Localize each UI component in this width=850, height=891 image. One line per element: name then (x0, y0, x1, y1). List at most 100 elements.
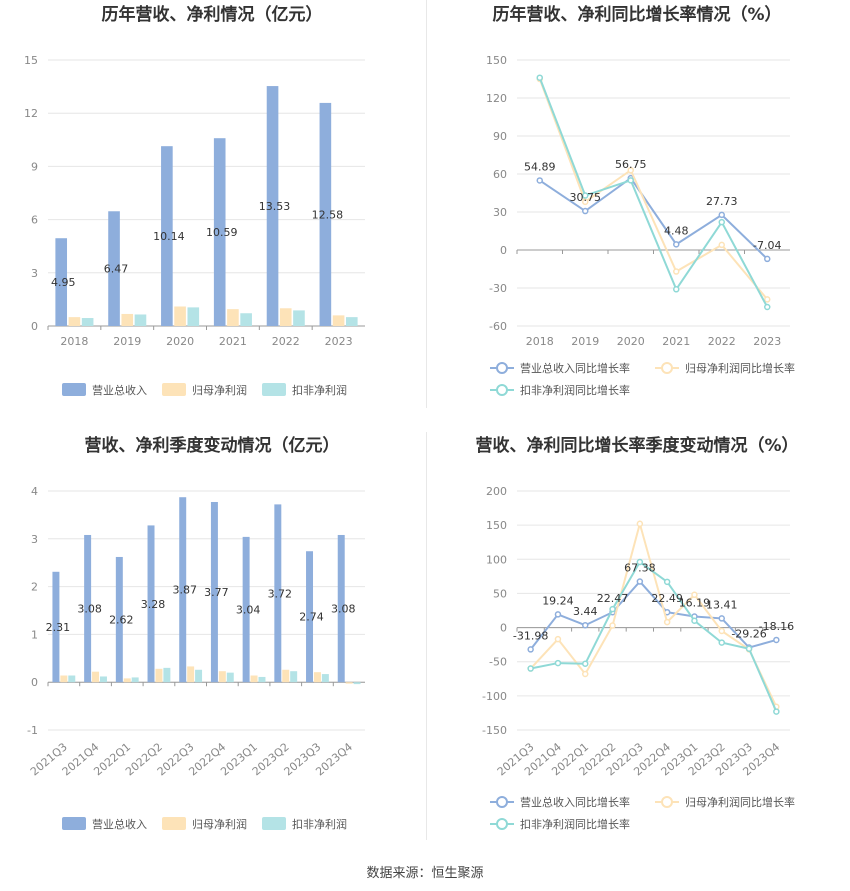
bar-parent-net-profit (68, 317, 81, 326)
data-point (673, 241, 680, 248)
x-tick-label: 2023 (325, 335, 353, 348)
annual-bar-chart-panel: 历年营收、净利情况（亿元） 0 3 6 9 12 15 2018 2019 2020 2021 202… (0, 0, 425, 430)
bar-parent-net-profit (279, 308, 292, 326)
y-tick-label: 4 (31, 485, 38, 498)
vertical-divider-bottom (426, 432, 427, 840)
y-tick-label: 9 (31, 160, 38, 173)
y-tick-label: 120 (486, 92, 507, 105)
series-line-0 (529, 580, 777, 651)
data-point (554, 659, 562, 667)
data-point (673, 286, 680, 293)
data-point (663, 578, 671, 586)
y-tick-label: 0 (500, 244, 507, 257)
bar-revenue (147, 525, 155, 683)
legend-label: 营业总收入 (92, 383, 147, 397)
data-point (627, 177, 634, 184)
data-point (718, 241, 725, 249)
bar-revenue (266, 86, 279, 327)
bar-parent-net-profit (187, 666, 195, 683)
data-point (636, 578, 644, 585)
data-label: -7.04 (753, 239, 781, 252)
bar-parent-net-profit (227, 309, 239, 326)
data-point (764, 255, 771, 263)
legend-swatch (262, 817, 286, 830)
y-tick-label: 15 (24, 54, 38, 67)
chart-title: 营收、净利季度变动情况（亿元） (85, 435, 340, 456)
bar-revenue (161, 146, 173, 326)
x-tick-label: 2019 (113, 335, 141, 348)
data-point (609, 605, 616, 613)
data-label: 12.58 (312, 208, 344, 221)
legend-swatch (162, 383, 186, 396)
data-label: 3.08 (331, 603, 356, 616)
data-label: 10.59 (206, 226, 238, 239)
legend-swatch (262, 383, 286, 396)
legend-label: 扣非净利润同比增长率 (520, 383, 630, 397)
data-label: -29.26 (731, 628, 766, 641)
y-tick-label: 60 (493, 168, 507, 181)
data-label: 16.19 (679, 597, 711, 610)
series-line-1 (529, 519, 778, 708)
quarterly-bar-chart-panel: 营收、净利季度变动情况（亿元） -1 0 1 2 3 4 2021Q3 2021Q4 2022Q1… (0, 430, 425, 860)
data-label: 13.53 (259, 200, 291, 213)
x-tick-label: 2020 (617, 335, 645, 348)
y-tick-label: -50 (489, 656, 507, 669)
quarterly-growth-line-chart-panel: 营收、净利同比增长率季度变动情况（%） -150 -100 -50 0 50 100 150 2… (425, 430, 850, 860)
bar-parent-net-profit (282, 669, 290, 683)
data-point (764, 303, 771, 311)
y-tick-label: 3 (31, 533, 38, 546)
y-tick-label: 0 (31, 320, 38, 333)
data-point (663, 618, 671, 626)
data-label: 30.75 (570, 191, 602, 204)
bar-parent-net-profit (155, 668, 163, 683)
bar-deducted-net-profit (290, 671, 298, 683)
bar-revenue (274, 504, 282, 683)
data-point (673, 268, 680, 275)
x-tick-label: 2023 (753, 335, 781, 348)
data-label: 56.75 (615, 158, 647, 171)
bar-deducted-net-profit (293, 310, 305, 326)
x-tick-label: 2022 (272, 335, 300, 348)
y-tick-label: 200 (486, 485, 507, 498)
bar-revenue (242, 536, 250, 683)
bar-deducted-net-profit (353, 682, 361, 685)
annual-growth-line-chart-panel: 历年营收、净利同比增长率情况（%） -60 -30 0 30 60 90 120 150 2018… (425, 0, 850, 430)
y-tick-label: 12 (24, 107, 38, 120)
data-point (718, 615, 725, 622)
data-label: 22.47 (597, 592, 629, 605)
x-tick-label: 2020 (166, 335, 194, 348)
y-tick-label: 6 (31, 214, 38, 227)
quarterly-growth-rate-line-chart: 营收、净利同比增长率季度变动情况（%） -150 -100 -50 0 50 100 150 2… (475, 435, 798, 831)
y-tick-label: 3 (31, 267, 38, 280)
chart-title: 历年营收、净利同比增长率情况（%） (492, 4, 781, 25)
legend-label: 营业总收入 (92, 817, 147, 831)
data-point (527, 646, 534, 653)
x-tick-label: 2021 (662, 335, 690, 348)
data-label: 3.72 (268, 587, 293, 600)
bar-parent-net-profit (345, 682, 353, 684)
annual-growth-rate-line-chart: 历年营收、净利同比增长率情况（%） -60 -30 0 30 60 90 120 150 2018… (486, 4, 795, 397)
legend-swatch-marker (661, 362, 673, 374)
bar-deducted-net-profit (81, 318, 94, 326)
bar-deducted-net-profit (99, 676, 107, 683)
bar-deducted-net-profit (321, 674, 329, 683)
bar-deducted-net-profit (187, 307, 200, 326)
bar-parent-net-profit (121, 313, 134, 326)
bar-revenue (213, 138, 226, 326)
data-label: 54.89 (524, 160, 556, 173)
data-point (691, 591, 698, 599)
data-label: 3.08 (77, 603, 102, 616)
bar-revenue (210, 501, 218, 683)
data-label: 2.74 (299, 611, 324, 624)
chart-title: 营收、净利同比增长率季度变动情况（%） (475, 435, 798, 456)
x-tick-label: 2021 (219, 335, 247, 348)
legend-swatch-marker (496, 796, 508, 808)
legend-swatch (62, 817, 86, 830)
bar-revenue (319, 102, 332, 326)
y-tick-label: -100 (482, 690, 507, 703)
data-label: 3.04 (236, 604, 261, 617)
data-point (718, 639, 725, 646)
data-point (582, 192, 589, 199)
data-label: 2.62 (109, 614, 134, 627)
data-label: 4.48 (664, 224, 689, 237)
